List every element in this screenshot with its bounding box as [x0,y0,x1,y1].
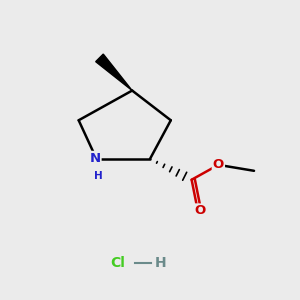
Text: O: O [213,158,224,171]
Text: Cl: Cl [110,256,125,270]
Text: H: H [94,171,102,181]
Text: H: H [154,256,166,270]
Polygon shape [96,54,132,91]
Text: N: N [89,152,100,165]
Text: O: O [194,204,206,218]
